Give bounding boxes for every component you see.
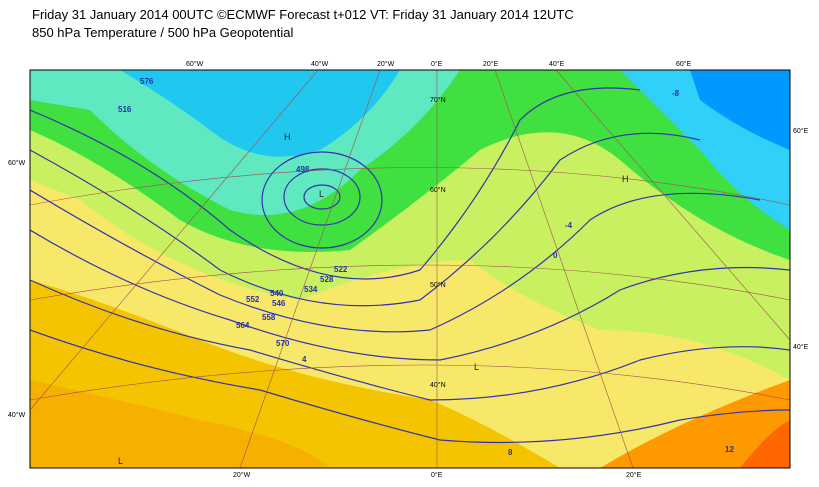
lon-label: 20°W <box>377 60 395 68</box>
geopotential-contours <box>30 87 790 444</box>
contour-label: 516 <box>118 105 132 114</box>
temperature-field <box>30 70 790 468</box>
lat-label: 60°N <box>430 186 446 194</box>
lat-label: 60°E <box>793 127 809 135</box>
contour-label: 558 <box>262 313 276 322</box>
low-center: L <box>319 189 324 199</box>
lon-label: 40°E <box>549 60 565 68</box>
lat-label: 60°W <box>8 159 26 167</box>
lon-label: 0°E <box>431 60 443 68</box>
low-center: L <box>118 456 123 466</box>
header-line: Friday 31 January 2014 00UTC ©ECMWF Fore… <box>32 7 574 22</box>
lon-label: 60°W <box>186 60 204 68</box>
contour-label: 8 <box>508 448 513 457</box>
high-center: H <box>622 174 629 184</box>
contour-label: 540 <box>270 289 284 298</box>
contour-label: 12 <box>725 445 734 454</box>
lat-label: 70°N <box>430 96 446 104</box>
lon-label: 0°E <box>431 471 443 479</box>
contour-label: 576 <box>140 77 154 86</box>
map-frame <box>29 69 791 469</box>
contour-label: -8 <box>672 89 680 98</box>
lon-label: 20°W <box>233 471 251 479</box>
contour-label: 0 <box>553 251 558 260</box>
header: Friday 31 January 2014 00UTC ©ECMWF Fore… <box>32 6 574 42</box>
contour-label: -4 <box>565 221 573 230</box>
lon-label: 20°E <box>626 471 642 479</box>
low-center: L <box>474 362 479 372</box>
contour-label: 534 <box>304 285 318 294</box>
contour-label: 564 <box>236 321 250 330</box>
pressure-centers: L H H L L <box>118 132 629 466</box>
contour-label: 4 <box>302 355 307 364</box>
high-center: H <box>284 132 291 142</box>
contour-labels: 498 516 522 528 534 540 546 552 558 564 … <box>118 77 734 457</box>
lon-label: 20°E <box>483 60 499 68</box>
contour-label: 546 <box>272 299 286 308</box>
contour-label: 552 <box>246 295 260 304</box>
lat-label: 40°W <box>8 411 26 419</box>
contour-label: 498 <box>296 165 310 174</box>
lat-label: 40°E <box>793 343 809 351</box>
graticule-labels: 60°W 40°W 20°W 0°E 20°E 40°E 60°E 60°W 4… <box>8 60 809 479</box>
header-line: 850 hPa Temperature / 500 hPa Geopotenti… <box>32 25 294 40</box>
lat-label: 50°N <box>430 281 446 289</box>
graticule <box>30 70 790 468</box>
lon-label: 60°E <box>676 60 692 68</box>
lat-label: 40°N <box>430 381 446 389</box>
contour-label: 528 <box>320 275 334 284</box>
contour-label: 522 <box>334 265 348 274</box>
contour-label: 570 <box>276 339 290 348</box>
lon-label: 40°W <box>311 60 329 68</box>
